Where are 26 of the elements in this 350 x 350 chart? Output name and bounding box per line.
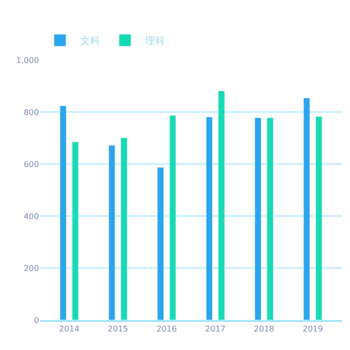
x-tick-label: 2016 <box>156 324 177 334</box>
x-tick-label: 2015 <box>108 324 128 334</box>
y-tick-label: 1,000 <box>16 56 39 65</box>
legend-label: 文科 <box>80 35 100 48</box>
x-tick-label: 2017 <box>205 324 226 334</box>
bar <box>254 117 262 320</box>
bar <box>72 142 79 320</box>
bar <box>218 90 225 320</box>
bar <box>315 116 322 320</box>
y-tick-label: 200 <box>24 264 39 273</box>
bar <box>206 116 213 320</box>
y-tick-label: 400 <box>24 212 39 221</box>
bar <box>120 137 128 320</box>
y-tick-label: 800 <box>24 108 39 117</box>
x-tick-label: 2018 <box>254 324 274 334</box>
bar <box>60 106 67 320</box>
y-tick-label: 0 <box>34 316 39 325</box>
bar <box>169 115 176 320</box>
bar <box>108 145 116 320</box>
bar <box>303 98 310 320</box>
bar <box>266 117 274 320</box>
bar <box>157 167 164 320</box>
legend-label: 理科 <box>145 35 165 48</box>
y-tick-label: 600 <box>24 160 39 169</box>
x-tick-label: 2014 <box>59 324 80 334</box>
x-tick-label: 2019 <box>302 324 323 334</box>
